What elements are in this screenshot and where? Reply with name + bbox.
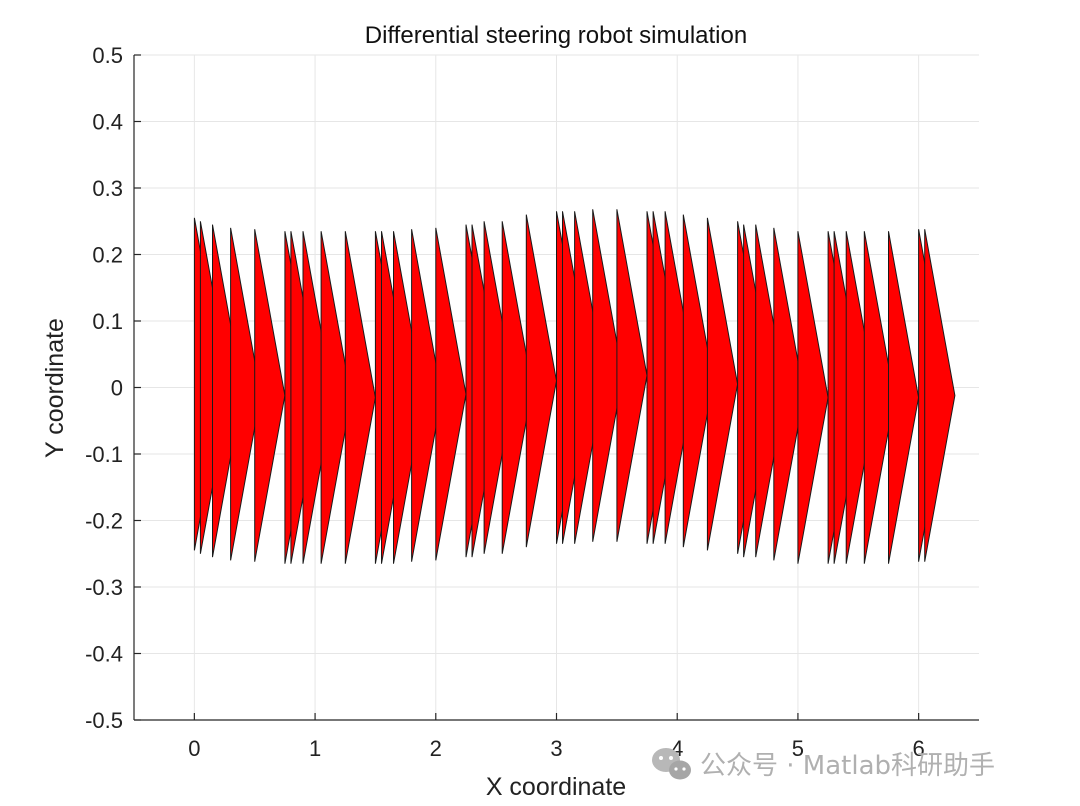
robot-markers [193,209,956,564]
x-tick-label: 6 [913,736,925,761]
robot-marker [411,229,443,562]
robot-marker [320,231,352,564]
y-tick-label: -0.1 [85,442,123,467]
y-tick-label: 0.3 [92,176,123,201]
tick-labels: 0 1 2 3 4 5 60.50.40.30.20.10-0.1-0.2-0.3-0.4-… [85,43,925,761]
robot-marker [706,217,739,551]
y-tick-label: -0.3 [85,575,123,600]
x-axis-label: X coordinate [486,773,626,801]
robot-marker [664,211,696,544]
robot-marker [616,209,648,542]
y-tick-label: -0.5 [85,708,123,733]
y-tick-label: 0 [111,376,123,401]
x-tick-label: 2 [430,736,442,761]
robot-marker [845,231,877,564]
y-tick-label: 0.4 [92,110,123,135]
y-tick-label: -0.2 [85,509,123,534]
robot-marker [344,231,376,564]
robot-marker [574,211,606,544]
chart-title: Differential steering robot simulation [365,22,747,49]
axes [133,54,979,721]
robot-marker [592,209,624,542]
wechat-icon [652,748,691,780]
robot-marker [435,227,467,561]
robot-marker [230,227,262,561]
robot-marker [755,224,787,558]
robot-marker [888,231,920,564]
y-tick-label: 0.1 [92,309,123,334]
robot-marker [773,227,805,561]
robot-marker [302,231,334,564]
robot-marker [254,229,286,562]
x-tick-label: 3 [550,736,562,761]
robot-marker [483,221,515,554]
robot-marker [525,214,558,548]
y-tick-label: 0.5 [92,43,123,68]
watermark-text: 公众号 · Matlab科研助手 [700,751,995,781]
x-tick-label: 5 [792,736,804,761]
y-tick-label: -0.4 [85,642,123,667]
robot-marker [682,214,714,548]
x-tick-label: 0 [188,736,200,761]
watermark: 公众号 · Matlab科研助手 [652,748,995,781]
robot-marker [797,231,829,564]
x-tick-label: 1 [309,736,321,761]
robot-marker [924,229,956,562]
y-axis-label: Y coordinate [41,318,69,458]
robot-marker [501,221,533,554]
y-tick-label: 0.2 [92,243,123,268]
robot-marker [863,231,896,564]
robot-marker [393,231,425,564]
robot-marker [212,224,244,558]
